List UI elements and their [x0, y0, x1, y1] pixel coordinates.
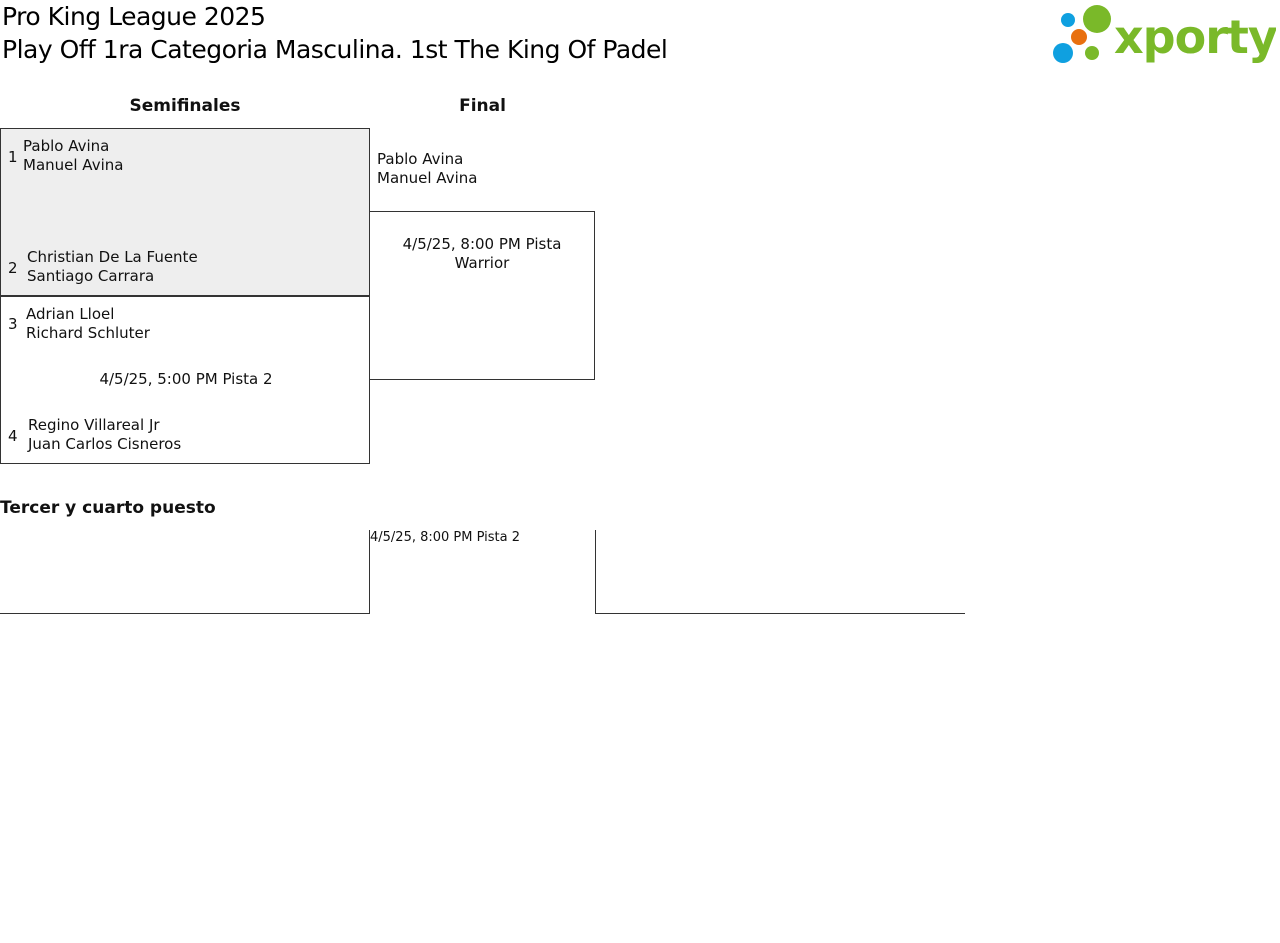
seed-number: 1	[8, 148, 18, 166]
page-subtitle: Play Off 1ra Categoria Masculina. 1st Th…	[2, 35, 668, 64]
team-2: Christian De La Fuente Santiago Carrara	[27, 248, 198, 286]
player-name: Santiago Carrara	[27, 267, 155, 285]
seed-number: 3	[8, 315, 18, 333]
third-place-title: Tercer y cuarto puesto	[0, 498, 216, 518]
player-name: Manuel Avina	[377, 169, 478, 187]
team-3: Adrian Lloel Richard Schluter	[26, 305, 150, 343]
final-match[interactable]: 4/5/25, 8:00 PM Pista Warrior	[369, 211, 595, 380]
player-name: Pablo Avina	[23, 137, 110, 155]
team-4: Regino Villareal Jr Juan Carlos Cisneros	[28, 416, 181, 454]
match-date: 4/5/25, 8:00 PM Pista Warrior	[402, 235, 562, 272]
match-date: 4/5/25, 5:00 PM Pista 2	[99, 370, 273, 388]
final-winner: Pablo Avina Manuel Avina	[377, 150, 477, 188]
third-place-slot-right	[595, 530, 965, 614]
round-header-final: Final	[459, 96, 506, 116]
player-name: Manuel Avina	[23, 156, 124, 174]
player-name: Richard Schluter	[26, 324, 150, 342]
page-title: Pro King League 2025	[2, 2, 266, 31]
xporty-logo: xporty	[1050, 4, 1279, 66]
round-header-semifinales: Semifinales	[129, 96, 241, 116]
player-name: Pablo Avina	[377, 150, 464, 168]
svg-text:xporty: xporty	[1114, 10, 1276, 64]
player-name: Regino Villareal Jr	[28, 416, 160, 434]
seed-number: 2	[8, 259, 18, 277]
third-place-slot-left	[0, 530, 370, 614]
team-1: Pablo Avina Manuel Avina	[23, 137, 123, 175]
semifinal-match-2[interactable]: 3 Adrian Lloel Richard Schluter 4/5/25, …	[0, 295, 370, 464]
seed-number: 4	[8, 427, 18, 445]
player-name: Christian De La Fuente	[27, 248, 198, 266]
player-name: Adrian Lloel	[26, 305, 115, 323]
semifinal-match-1[interactable]: 1 Pablo Avina Manuel Avina 2 Christian D…	[0, 128, 370, 297]
match-date: 4/5/25, 8:00 PM Pista 2	[370, 530, 521, 545]
player-name: Juan Carlos Cisneros	[28, 435, 182, 453]
